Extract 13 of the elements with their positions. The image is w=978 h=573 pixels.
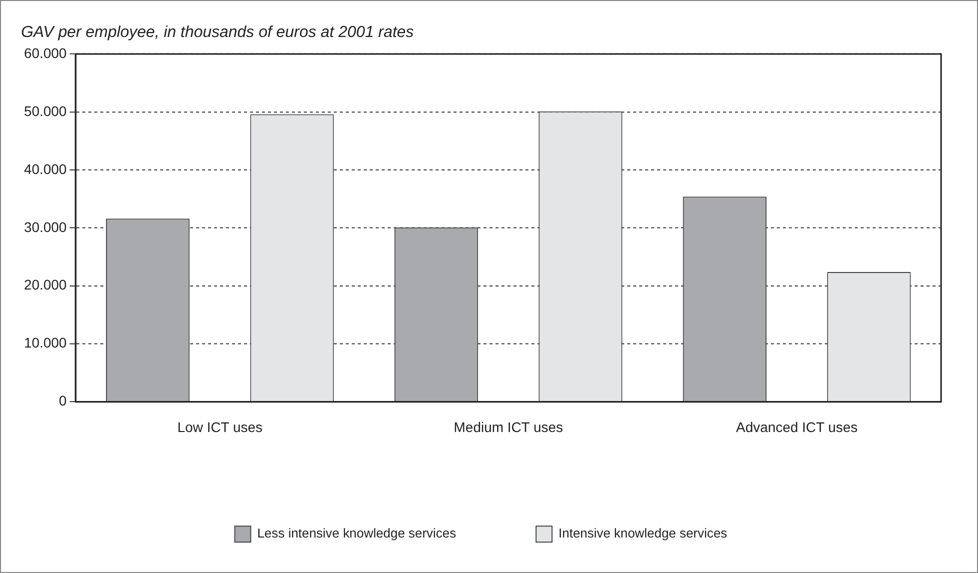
- y-tick-label: 30.000: [24, 218, 67, 235]
- x-tick-label: Low ICT uses: [177, 418, 262, 435]
- y-tick-label: 40.000: [24, 160, 67, 177]
- y-tick-label: 20.000: [24, 276, 67, 293]
- legend-label: Less intensive knowledge services: [257, 526, 457, 541]
- x-tick-label: Advanced ICT uses: [736, 418, 858, 435]
- legend-label: Intensive knowledge services: [558, 526, 728, 541]
- y-tick-label: 60.000: [24, 44, 67, 61]
- y-tick-label: 0: [58, 392, 67, 409]
- chart-title: GAV per employee, in thousands of euros at 2001 rates: [20, 24, 414, 41]
- x-tick-label: Medium ICT uses: [454, 418, 563, 435]
- y-tick-label: 50.000: [24, 102, 67, 119]
- y-tick-label: 10.000: [24, 334, 67, 351]
